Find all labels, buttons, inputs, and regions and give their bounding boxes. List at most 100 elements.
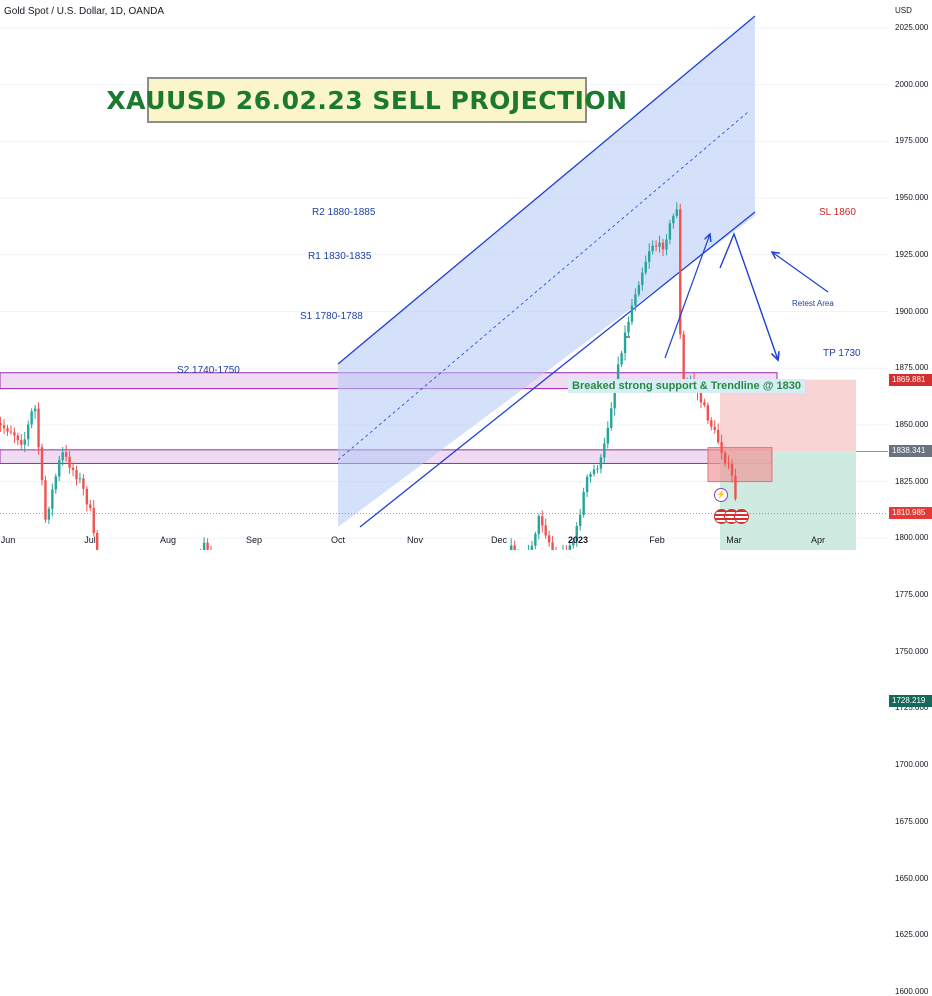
candle [645, 262, 647, 273]
candle [627, 322, 629, 333]
candle [724, 453, 726, 463]
x-tick-label: Oct [331, 535, 345, 545]
candle [541, 516, 543, 525]
x-tick-label: Jul [84, 535, 96, 545]
candle [579, 515, 581, 526]
y-tick-label: 1750.000 [895, 647, 928, 656]
s2-label: S2 1740-1750 [177, 365, 240, 376]
retest-label: Retest Area [792, 299, 834, 308]
s1-label: S1 1780-1788 [300, 311, 363, 322]
candle [75, 470, 77, 479]
y-tick-label: 2000.000 [895, 80, 928, 89]
y-tick-label: 1875.000 [895, 363, 928, 372]
candle [610, 408, 612, 428]
candle [638, 285, 640, 294]
us-flag-icon[interactable] [714, 509, 748, 523]
candle [93, 508, 95, 533]
candle [10, 432, 12, 433]
retest-zone [708, 448, 772, 482]
candle [593, 470, 595, 475]
lightning-icon[interactable]: ⚡ [714, 488, 728, 502]
candle [0, 423, 2, 425]
y-tick-label: 2025.000 [895, 23, 928, 32]
candle [582, 492, 584, 515]
y-tick-label: 1625.000 [895, 930, 928, 939]
candle [58, 460, 60, 476]
candle [714, 427, 716, 430]
candle [34, 409, 36, 412]
candle [710, 420, 712, 426]
x-tick-label: Mar [726, 535, 742, 545]
support-break-annotation: Breaked strong support & Trendline @ 183… [568, 379, 805, 393]
candle [534, 534, 536, 546]
candle [86, 489, 88, 505]
candle [734, 476, 736, 499]
candle [68, 457, 70, 468]
candle [79, 478, 81, 479]
candle [731, 464, 733, 475]
candle [538, 516, 540, 534]
candle [20, 440, 22, 444]
y-tick-label: 1600.000 [895, 987, 928, 996]
y-tick-label: 1825.000 [895, 477, 928, 486]
candle [603, 444, 605, 458]
candle [551, 542, 553, 550]
x-tick-label: Aug [160, 535, 176, 545]
take-profit-label: TP 1730 [823, 348, 861, 359]
candle [683, 334, 685, 384]
candle [96, 533, 98, 550]
sell-projection-arrow [720, 234, 778, 360]
symbol-header: Gold Spot / U.S. Dollar, 1D, OANDA [4, 6, 164, 17]
candle [51, 489, 53, 508]
y-tick-label: 1925.000 [895, 250, 928, 259]
stop-loss-label: SL 1860 [819, 207, 856, 218]
price-tag: 1869.881 [889, 374, 932, 386]
candle [65, 452, 67, 456]
x-tick-label: Feb [649, 535, 665, 545]
candle [634, 294, 636, 305]
retest-arrow [772, 252, 828, 292]
candle [13, 432, 15, 435]
y-tick-label: 1700.000 [895, 760, 928, 769]
candle [727, 463, 729, 464]
candle [82, 478, 84, 488]
price-tag: 1728.219 [889, 695, 932, 707]
projection-title: XAUUSD 26.02.23 SELL PROJECTION [106, 86, 627, 115]
candle [586, 477, 588, 492]
candle [72, 468, 74, 470]
price-tag: 1838.341 [889, 445, 932, 457]
candle [658, 243, 660, 247]
y-tick-label: 1950.000 [895, 193, 928, 202]
x-tick-label: Sep [246, 535, 262, 545]
y-tick-label: 1775.000 [895, 590, 928, 599]
candle [3, 425, 5, 428]
candle [513, 546, 515, 550]
candle [510, 546, 512, 550]
candle [600, 457, 602, 468]
candle [206, 543, 208, 550]
candle [700, 392, 702, 402]
candle [89, 504, 91, 508]
candle [6, 428, 8, 431]
candle [669, 223, 671, 239]
y-tick-label: 1975.000 [895, 136, 928, 145]
r2-label: R2 1880-1885 [312, 207, 375, 218]
y-tick-label: 1800.000 [895, 533, 928, 542]
projection-title-box: XAUUSD 26.02.23 SELL PROJECTION [147, 77, 587, 123]
x-tick-label: 2023 [568, 535, 588, 545]
r1-label: R1 1830-1835 [308, 251, 371, 262]
candle [37, 409, 39, 448]
candle [624, 332, 626, 353]
candle [27, 425, 29, 440]
candle [55, 477, 57, 490]
candle [620, 353, 622, 364]
candle [703, 402, 705, 405]
candle [641, 273, 643, 286]
candle [545, 525, 547, 535]
price-tag: 1810.985 [889, 507, 932, 519]
candle [531, 546, 533, 550]
candle [62, 452, 64, 460]
candle [30, 411, 32, 424]
candle [717, 430, 719, 442]
y-tick-label: 1900.000 [895, 307, 928, 316]
